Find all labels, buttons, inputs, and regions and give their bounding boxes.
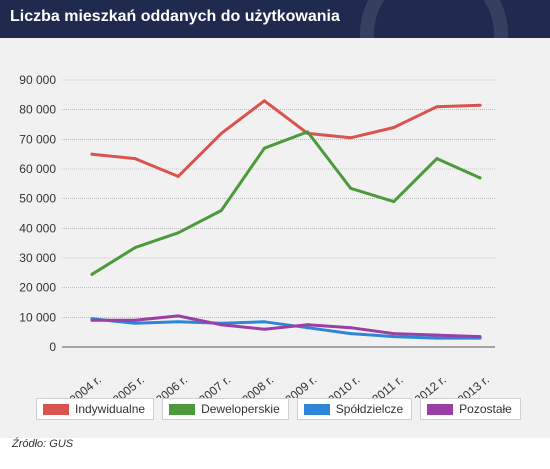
data-point (133, 321, 137, 325)
data-point (349, 332, 353, 336)
x-tick-label: 2008 r. (239, 373, 276, 398)
legend-item: Pozostałe (420, 398, 521, 420)
data-point (90, 272, 94, 276)
data-point (133, 246, 137, 250)
data-point (262, 146, 266, 150)
source-note: Źródło: GUS (12, 438, 74, 450)
data-point (349, 186, 353, 190)
y-tick-label: 50 000 (19, 192, 56, 206)
x-tick-label: 2010 r. (325, 373, 362, 398)
x-tick-label: 2007 r. (196, 373, 233, 398)
line-chart: 0 10 000 20 000 30 000 40 000 50 000 60 000 70 … (19, 73, 495, 398)
legend-swatch (427, 403, 454, 415)
data-point (392, 332, 396, 336)
data-point (435, 157, 439, 161)
y-tick-label: 90 000 (19, 73, 56, 87)
y-tick-label: 10 000 (19, 310, 56, 324)
data-point (176, 174, 180, 178)
data-point (306, 130, 310, 134)
data-point (262, 320, 266, 324)
legend-label: Deweloperskie (201, 402, 280, 416)
data-point (435, 105, 439, 109)
legend-swatch (303, 403, 330, 415)
legend: Indywidualne Deweloperskie Spółdzielcze Poz… (36, 398, 521, 420)
x-tick-label: 2005 r. (110, 373, 147, 398)
y-tick-label: 60 000 (19, 162, 56, 176)
legend-label: Spółdzielcze (335, 402, 404, 416)
legend-swatch (169, 403, 196, 415)
series-line-pozostałe (90, 314, 482, 339)
data-point (262, 327, 266, 331)
data-point (306, 323, 310, 327)
data-point (435, 336, 439, 340)
legend-item: Indywidualne (36, 398, 155, 420)
data-point (392, 200, 396, 204)
data-point (392, 125, 396, 129)
y-tick-label: 40 000 (19, 221, 56, 235)
legend-label: Pozostałe (459, 402, 512, 416)
data-point (392, 335, 396, 339)
y-tick-label: 0 (49, 340, 56, 354)
y-tick-label: 70 000 (19, 132, 56, 146)
x-tick-label: 2009 r. (282, 373, 319, 398)
x-tick-label: 2013 r. (455, 373, 492, 398)
data-point (133, 157, 137, 161)
data-point (478, 335, 482, 339)
data-point (349, 326, 353, 330)
chart-header: Liczba mieszkań oddanych do użytkowania (0, 0, 550, 38)
x-tick-label: 2011 r. (369, 373, 405, 398)
legend-label: Indywidualne (75, 402, 146, 416)
data-point (478, 103, 482, 107)
data-point (90, 318, 94, 322)
data-point (90, 152, 94, 156)
x-tick-label: 2012 r. (412, 373, 449, 398)
legend-item: Deweloperskie (162, 398, 289, 420)
series-line-deweloperskie (90, 130, 482, 276)
data-point (306, 326, 310, 330)
data-point (176, 314, 180, 318)
data-point (133, 318, 137, 322)
x-tick-label: 2004 r. (67, 373, 104, 398)
data-point (219, 131, 223, 135)
y-tick-label: 20 000 (19, 281, 56, 295)
data-point (349, 136, 353, 140)
watermark-logo (360, 0, 508, 38)
data-point (435, 333, 439, 337)
y-tick-label: 30 000 (19, 251, 56, 265)
data-point (176, 231, 180, 235)
data-point (478, 176, 482, 180)
x-tick-label: 2006 r. (153, 373, 190, 398)
data-point (262, 99, 266, 103)
data-point (176, 320, 180, 324)
y-tick-label: 80 000 (19, 103, 56, 117)
legend-swatch (43, 403, 69, 415)
series-line-indywidualne (90, 99, 482, 178)
data-point (219, 209, 223, 213)
legend-item: Spółdzielcze (296, 398, 413, 420)
series-line-spółdzielcze (90, 317, 482, 340)
chart-title: Liczba mieszkań oddanych do użytkowania (10, 8, 340, 25)
data-point (219, 323, 223, 327)
